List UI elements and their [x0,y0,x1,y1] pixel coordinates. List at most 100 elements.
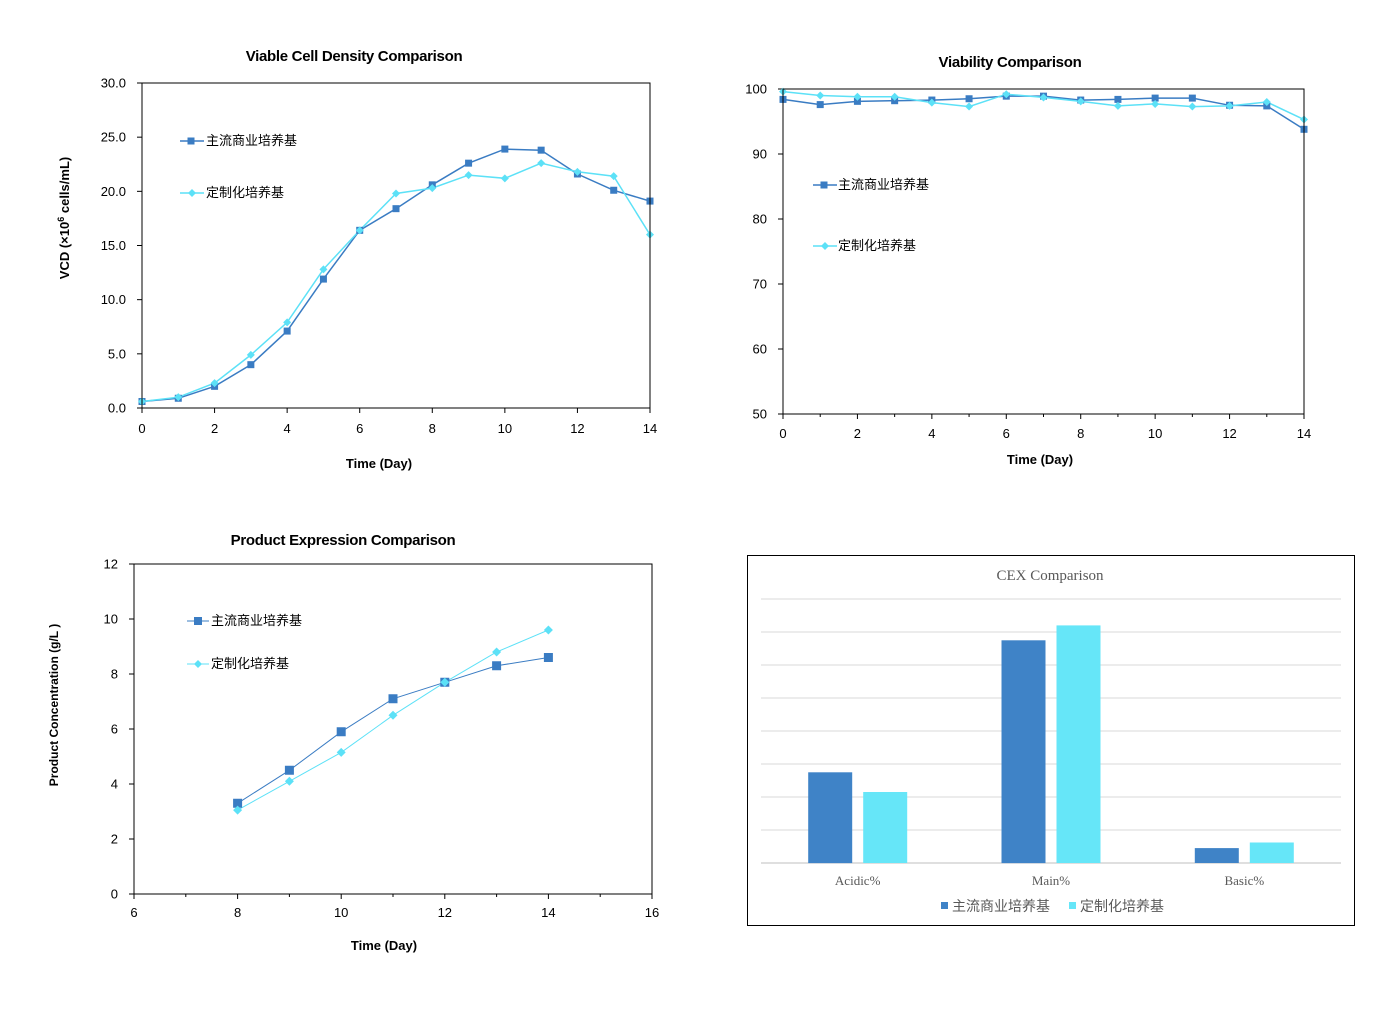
cex-bar-series2 [1056,625,1101,863]
vcd-plot-frame [141,82,651,409]
viability-x-tick-label: 12 [1222,426,1236,441]
vcd-y-axis-label: VCD (×106 cells/mL) [56,157,72,279]
viability-series2-point [1039,93,1048,102]
viability-series2-point [965,102,974,111]
viability-series2-point [890,92,899,101]
cex-bar-series1 [808,772,853,864]
cex-chart-title: CEX Comparison [996,568,1104,584]
viability-series1-point [1188,94,1196,102]
product-y-axis-label: Product Concentration (g/L ) [47,624,61,786]
vcd-series1-point [319,275,327,283]
vcd-y-tick-label: 30.0 [101,76,126,91]
viability-series1-point [965,95,973,103]
vcd-series2-point [210,379,219,388]
viability-series1-point [853,97,861,105]
product-series1-point [492,661,502,671]
viability-legend-square-icon [820,181,828,189]
product-legend-square-icon [194,617,202,625]
product-legend-series2-label: 定制化培养基 [211,656,289,671]
product-series1-point [284,765,294,775]
product-series2-point [233,805,243,815]
vcd-y-tick-label: 15.0 [101,238,126,253]
product-y-tick-label: 4 [111,777,118,792]
viability-series1-point [816,101,824,109]
vcd-x-tick-label: 10 [498,421,512,436]
cex-category-label: Acidic% [835,873,881,888]
vcd-series2-point [319,265,328,274]
vcd-series2-point [392,189,400,198]
viability-legend-diamond-icon [821,242,829,250]
vcd-x-tick-label: 14 [643,421,657,436]
product-legend[interactable]: 主流商业培养基 定制化培养基 [187,613,302,671]
cex-bar-series2 [1249,842,1294,863]
vcd-series2-point [174,393,183,402]
vcd-y-tick-label: 0.0 [108,401,126,416]
product-chart-title: Product Expression Comparison [231,532,456,549]
product-legend-series1-label: 主流商业培养基 [211,613,302,628]
vcd-series2-point [464,171,473,180]
viability-series1-point [1151,94,1159,102]
viability-y-tick-label: 60 [753,342,767,357]
cex-chart-border [747,555,1355,926]
viability-y-tick-label: 50 [753,407,767,422]
viability-x-axis-label: Time (Day) [1007,452,1073,467]
product-legend-diamond-icon [194,660,202,668]
product-series2-point [440,677,450,687]
product-series2-point [336,747,346,757]
vcd-series2-point [609,172,618,181]
viability-series2-point [1076,97,1085,106]
product-series1-point [233,798,243,808]
viability-legend-series2-label: 定制化培养基 [838,238,916,253]
product-series2-point [388,710,398,720]
cex-bar-series1 [1194,848,1239,863]
product-x-tick-label: 12 [438,905,452,920]
product-y-tick-label: 10 [104,612,118,627]
cex-legend[interactable]: 主流商业培养基 定制化培养基 [941,898,1164,915]
viability-series2-point [1151,99,1160,108]
viability-series2-point [816,91,825,100]
vcd-y-tick-label: 25.0 [101,130,126,145]
vcd-legend-series2-label: 定制化培养基 [206,185,284,200]
vcd-legend-diamond-icon [188,189,196,197]
viability-series2-point [1225,101,1234,110]
vcd-x-axis-label: Time (Day) [346,456,412,471]
cex-category-label: Basic% [1224,873,1264,888]
product-series1-point [388,694,398,704]
vcd-x-tick-label: 12 [570,421,584,436]
vcd-series1-point [537,146,545,154]
vcd-y-tick-label: 5.0 [108,346,126,361]
viability-x-tick-label: 6 [1003,426,1010,441]
viability-x-tick-label: 8 [1077,426,1084,441]
vcd-legend[interactable]: 主流商业培养基 定制化培养基 [180,133,297,200]
cex-bar-series1 [1001,640,1046,864]
viability-y-tick-label: 70 [753,277,767,292]
product-series1-point [336,727,346,737]
viability-series2-point [853,92,862,101]
vcd-series1-point [501,145,509,153]
vcd-series2-point [283,318,292,327]
product-y-tick-label: 0 [111,887,118,902]
vcd-series1-point [392,205,400,213]
vcd-series2-point [355,226,364,235]
viability-series2-point [1188,102,1197,111]
viability-x-tick-label: 2 [854,426,861,441]
viability-y-tick-label: 100 [745,82,767,97]
vcd-series1-point [610,186,618,194]
viability-series1-point [1114,95,1122,103]
cex-category-label: Main% [1032,873,1070,888]
cex-chart: CEX Comparison Acidic% Main% Basic% 主流商业培养… [747,555,1355,926]
product-series1-point [543,653,553,662]
viability-plot-frame [782,88,1305,415]
product-series2-point [543,625,553,635]
vcd-series2-point [246,350,255,359]
viability-x-tick-label: 14 [1297,426,1311,441]
viability-y-tick-label: 90 [753,147,767,162]
vcd-series1-point [247,361,255,369]
product-x-tick-label: 6 [130,905,137,920]
viability-legend[interactable]: 主流商业培养基 定制化培养基 [813,177,929,253]
viability-series2-point [1262,98,1271,106]
product-x-tick-label: 8 [234,905,241,920]
vcd-legend-square-icon [187,137,195,145]
viability-series2-point [1002,90,1011,99]
